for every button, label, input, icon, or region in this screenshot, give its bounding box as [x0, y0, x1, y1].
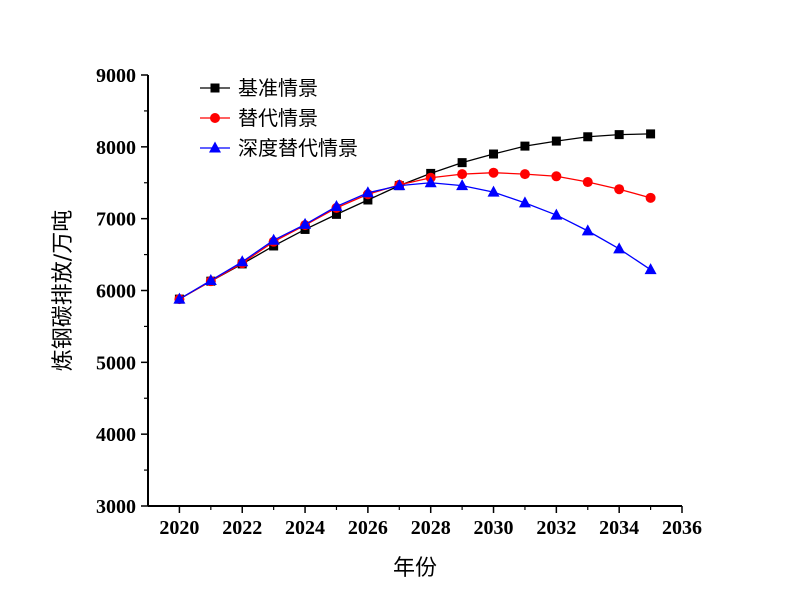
y-tick-label: 9000	[96, 65, 136, 87]
x-tick-label: 2024	[285, 517, 325, 539]
x-axis-title: 年份	[393, 556, 437, 581]
data-point-deep-substitution	[236, 255, 249, 267]
data-point-baseline	[520, 141, 530, 151]
y-tick-label: 8000	[96, 137, 136, 159]
legend-item-baseline: 基准情景	[200, 76, 318, 100]
legend-item-deep-substitution: 深度替代情景	[200, 136, 358, 160]
y-axis-title: 炼钢碳排放/万吨	[51, 210, 76, 371]
y-tick-label: 6000	[96, 281, 136, 303]
series-line-baseline	[179, 133, 651, 300]
data-point-deep-substitution	[613, 242, 626, 254]
data-point-deep-substitution	[424, 176, 437, 188]
data-point-substitution	[614, 184, 625, 195]
data-point-substitution	[551, 171, 562, 182]
data-point-substitution	[645, 192, 656, 203]
x-tick-label: 2030	[474, 517, 514, 539]
data-point-deep-substitution	[550, 208, 563, 220]
legend-item-substitution: 替代情景	[200, 106, 318, 130]
data-point-baseline	[551, 136, 561, 146]
x-tick-label: 2020	[159, 517, 199, 539]
data-point-baseline	[331, 209, 341, 219]
series-deep-substitution	[173, 176, 657, 304]
y-tick-label: 4000	[96, 424, 136, 446]
legend-label: 替代情景	[238, 106, 318, 130]
x-tick-label: 2036	[662, 517, 702, 539]
data-point-deep-substitution	[518, 196, 531, 208]
data-point-deep-substitution	[267, 233, 280, 245]
data-point-baseline	[583, 132, 593, 142]
legend-marker	[210, 113, 220, 123]
y-tick-label: 7000	[96, 209, 136, 231]
y-tick-label: 5000	[96, 352, 136, 374]
x-tick-label: 2026	[348, 517, 388, 539]
series-layer	[173, 129, 657, 305]
data-point-deep-substitution	[173, 292, 186, 304]
data-point-deep-substitution	[487, 185, 500, 197]
data-point-substitution	[488, 167, 499, 178]
data-point-deep-substitution	[581, 224, 594, 236]
series-line-substitution	[179, 172, 651, 300]
data-point-deep-substitution	[393, 179, 406, 191]
x-tick-label: 2034	[599, 517, 639, 539]
x-tick-label: 2032	[536, 517, 576, 539]
data-point-deep-substitution	[644, 263, 657, 275]
series-substitution	[174, 167, 656, 305]
data-point-substitution	[582, 177, 593, 188]
y-tick-label: 3000	[96, 496, 136, 518]
data-point-substitution	[457, 169, 468, 180]
legend-label: 深度替代情景	[238, 136, 358, 160]
data-point-baseline	[363, 195, 373, 205]
x-tick-label: 2022	[222, 517, 262, 539]
legend-label: 基准情景	[238, 76, 318, 100]
data-point-substitution	[519, 169, 530, 180]
data-point-deep-substitution	[361, 186, 374, 198]
data-point-deep-substitution	[204, 273, 217, 285]
data-point-baseline	[614, 130, 624, 140]
data-point-baseline	[646, 129, 656, 139]
data-point-deep-substitution	[299, 217, 312, 229]
data-point-baseline	[457, 158, 467, 168]
legend-marker	[209, 141, 221, 153]
data-point-deep-substitution	[330, 199, 343, 211]
data-point-baseline	[489, 149, 499, 159]
data-point-deep-substitution	[456, 179, 469, 191]
x-tick-label: 2028	[411, 517, 451, 539]
axes: 2020 2022 2024 2026 2028 2030 2032 2034 2036 3000…	[96, 65, 702, 539]
legend-marker	[210, 83, 220, 93]
series-line-deep-substitution	[179, 182, 651, 300]
